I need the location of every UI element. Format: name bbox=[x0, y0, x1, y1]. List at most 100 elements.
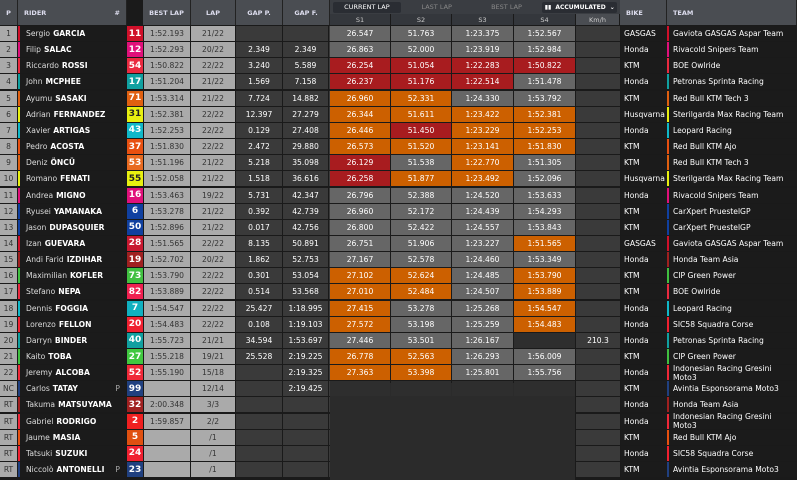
rider-last-name: ALCOBA bbox=[55, 368, 90, 378]
position: NC bbox=[0, 381, 17, 397]
lap-count: 22/22 bbox=[191, 284, 235, 300]
marker-column bbox=[329, 155, 330, 171]
sector-3-time: 1:23.227 bbox=[452, 235, 513, 251]
speed bbox=[576, 397, 620, 413]
marker-column bbox=[329, 171, 330, 187]
lap-count: 22/22 bbox=[191, 300, 235, 316]
team-name: CarXpert PruestelGP bbox=[667, 203, 797, 219]
table-row[interactable]: 5 Ayumu SASAKI 71 1:53.314 21/22 7.724 14.882 26… bbox=[0, 90, 797, 107]
best-lap: 1:53.790 bbox=[144, 268, 190, 284]
rider-name: Tatsuki SUZUKI bbox=[18, 445, 126, 461]
rider-first-name: Dennis bbox=[26, 303, 53, 313]
rider-last-name: FERNANDEZ bbox=[53, 109, 106, 119]
gap-previous: 3.240 bbox=[236, 58, 282, 74]
table-row[interactable]: 6 Adrian FERNANDEZ 31 1:52.381 22/22 12.397 27.… bbox=[0, 106, 797, 123]
rider-name: Sergio GARCIA bbox=[18, 26, 126, 41]
best-lap: 1:51.204 bbox=[144, 74, 190, 90]
sector-4-time bbox=[514, 381, 575, 397]
position: 18 bbox=[0, 300, 17, 316]
team-name: Indonesian Racing Gresini Moto3 bbox=[667, 364, 797, 382]
speed bbox=[576, 252, 620, 268]
gap-previous: 1.518 bbox=[236, 171, 282, 187]
table-row[interactable]: RT Tatsuki SUZUKI 24/1 Honda SIC58 Squadra Co… bbox=[0, 445, 797, 462]
gap-previous: 0.514 bbox=[236, 284, 282, 300]
marker-column bbox=[329, 139, 330, 155]
gap-previous bbox=[236, 397, 282, 413]
table-row[interactable]: 2 Filip SALAC 12 1:52.293 20/22 2.349 2.349 26.8… bbox=[0, 42, 797, 58]
table-row[interactable]: RT Gabriel RODRIGO 2 1:59.857 2/2 Honda Indones… bbox=[0, 412, 797, 430]
gap-first bbox=[283, 397, 328, 413]
rider-number: 27 bbox=[127, 349, 143, 364]
table-row[interactable]: 1 Sergio GARCIA 11 1:52.193 21/22 26.547 51.763… bbox=[0, 26, 797, 42]
team-name: Red Bull KTM Tech 3 bbox=[667, 90, 797, 106]
gap-previous: 8.135 bbox=[236, 235, 282, 251]
table-row[interactable]: 20 Darryn BINDER 40 1:55.723 21/21 34.594 1:53.… bbox=[0, 332, 797, 349]
table-row[interactable]: 8 Pedro ACOSTA 37 1:51.830 22/22 2.472 29.880 26… bbox=[0, 139, 797, 155]
tab-best-lap[interactable]: BEST LAP bbox=[491, 3, 522, 11]
rider-first-name: Deniz bbox=[26, 158, 48, 168]
tab-last-lap[interactable]: LAST LAP bbox=[421, 3, 452, 11]
sector-3-time: 1:23.492 bbox=[452, 171, 513, 187]
gap-previous: 2.349 bbox=[236, 42, 282, 58]
rider-number: 71 bbox=[127, 90, 143, 106]
lap-count: /1 bbox=[191, 429, 235, 445]
table-row[interactable]: 11 Andrea MIGNO 16 1:53.463 19/22 5.731 42.347 2… bbox=[0, 187, 797, 204]
table-row[interactable]: 18 Dennis FOGGIA 7 1:54.547 22/22 25.427 1:18.9… bbox=[0, 300, 797, 317]
position: 20 bbox=[0, 332, 17, 348]
table-row[interactable]: 19 Lorenzo FELLON 20 1:54.483 22/22 0.108 1:19.… bbox=[0, 316, 797, 333]
speed bbox=[576, 187, 620, 203]
team-name: Red Bull KTM Tech 3 bbox=[667, 155, 797, 171]
best-lap: 1:51.565 bbox=[144, 235, 190, 251]
rider-first-name: Ayumu bbox=[26, 93, 53, 103]
gap-first: 1:19.103 bbox=[283, 316, 328, 332]
rider-last-name: ARTIGAS bbox=[53, 125, 91, 135]
speed bbox=[576, 26, 620, 41]
table-row[interactable]: RT Niccolò ANTONELLI P 23/1 KTM Avintia Espons… bbox=[0, 462, 797, 478]
sector-3-time: 1:25.801 bbox=[452, 365, 513, 381]
table-row[interactable]: 21 Kaito TOBA 27 1:55.218 19/21 25.528 2:19.225… bbox=[0, 349, 797, 365]
table-row[interactable]: 15 Andi Farid IZDIHAR 19 1:52.702 20/22 1.862 5… bbox=[0, 252, 797, 268]
position: RT bbox=[0, 413, 17, 429]
table-row[interactable]: 16 Maximilian KOFLER 73 1:53.790 22/22 0.301 53… bbox=[0, 268, 797, 284]
mode-dropdown[interactable]: ▮▮ ACCUMULATED ⌄ bbox=[542, 1, 618, 13]
position: 8 bbox=[0, 139, 17, 155]
lap-count: 22/22 bbox=[191, 106, 235, 122]
table-row[interactable]: 4 John MCPHEE 17 1:51.204 21/22 1.569 7.158 26.2… bbox=[0, 74, 797, 90]
tab-current-lap[interactable]: CURRENT LAP bbox=[333, 1, 401, 13]
table-row[interactable]: 17 Stefano NEPA 82 1:53.889 22/22 0.514 53.568 2… bbox=[0, 284, 797, 300]
position: 3 bbox=[0, 58, 17, 74]
table-row[interactable]: 13 Jason DUPASQUIER 50 1:52.896 21/22 0.017 42.… bbox=[0, 219, 797, 236]
table-row[interactable]: 14 Izan GUEVARA 28 1:51.565 22/22 8.135 50.891 2… bbox=[0, 235, 797, 252]
speed bbox=[576, 381, 620, 397]
best-lap: 1:53.314 bbox=[144, 90, 190, 106]
table-row[interactable]: RT Jaume MASIA 5/1 KTM Red Bull KTM Ajo bbox=[0, 429, 797, 446]
table-row[interactable]: 3 Riccardo ROSSI 54 1:50.822 22/22 3.240 5.589 2… bbox=[0, 58, 797, 74]
rider-first-name: Jaume bbox=[26, 432, 50, 442]
sector-1-time: 26.960 bbox=[330, 90, 390, 106]
rider-name: Filip SALAC bbox=[18, 42, 126, 58]
rider-number: 6 bbox=[127, 203, 143, 219]
table-row[interactable]: 7 Xavier ARTIGAS 43 1:52.253 22/22 0.129 27.408… bbox=[0, 122, 797, 139]
gap-first: 1:18.995 bbox=[283, 300, 328, 316]
sector-4-time: 1:53.792 bbox=[514, 90, 575, 106]
table-row[interactable]: 10 Romano FENATI 55 1:52.058 21/22 1.518 36.616… bbox=[0, 171, 797, 187]
lap-count: 22/22 bbox=[191, 122, 235, 138]
lap-count: 3/3 bbox=[191, 397, 235, 413]
table-row[interactable]: 22 Jeremy ALCOBA 52 1:55.190 15/18 2:19.325 27.… bbox=[0, 364, 797, 382]
team-name: Honda Team Asia bbox=[667, 252, 797, 268]
sector-1-time: 26.258 bbox=[330, 171, 390, 187]
gap-previous: 25.427 bbox=[236, 300, 282, 316]
lap-count: 20/22 bbox=[191, 252, 235, 268]
rider-last-name: GARCIA bbox=[53, 29, 86, 38]
gap-previous bbox=[236, 462, 282, 478]
table-row[interactable]: NC Carlos TATAY P 99 12/14 2:19.425 KTM Avintia … bbox=[0, 381, 797, 397]
marker-column bbox=[329, 42, 330, 58]
table-row[interactable]: RT Takuma MATSUYAMA 32 2:00.348 3/3 Honda Honda… bbox=[0, 397, 797, 413]
table-row[interactable]: 12 Ryusei YAMANAKA 6 1:53.278 21/22 0.392 42.73… bbox=[0, 203, 797, 220]
table-row[interactable]: 9 Deniz ÖNCÜ 53 1:51.196 21/22 5.218 35.098 26.1… bbox=[0, 155, 797, 171]
rider-name: Takuma MATSUYAMA bbox=[18, 397, 126, 413]
gap-first: 2.349 bbox=[283, 42, 328, 58]
sector-2-time: 52.172 bbox=[391, 203, 451, 219]
sector-1-time: 26.446 bbox=[330, 122, 390, 138]
lap-count: 21/21 bbox=[191, 332, 235, 348]
